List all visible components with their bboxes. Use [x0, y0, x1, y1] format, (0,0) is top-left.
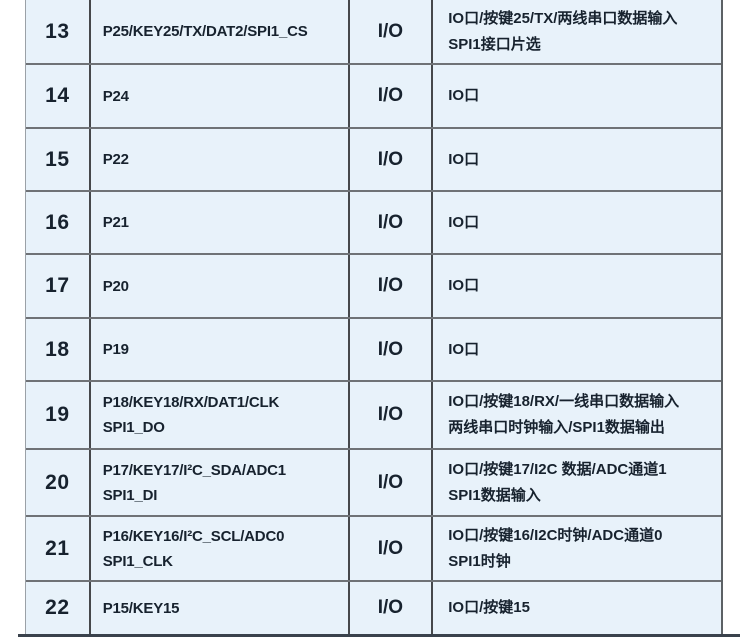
- description-line: IO口/按键16/I2C时钟/ADC通道0: [448, 526, 663, 544]
- pin-name-line: P16/KEY16/I²C_SCL/ADC0: [102, 527, 285, 545]
- io-type-cell: I/O: [347, 65, 432, 127]
- pin-number-cell: 22: [45, 596, 70, 619]
- pin-name-line: P25/KEY25/TX/DAT2/SPI1_CS: [102, 23, 308, 40]
- description-line: IO口: [448, 277, 480, 294]
- section-divider-bar: [18, 634, 740, 637]
- pin-name-cell: P16/KEY16/I²C_SCL/ADC0 SPI1_CLK: [88, 517, 348, 580]
- table-row: 13 P25/KEY25/TX/DAT2/SPI1_CS I/O IO口/按键25/T…: [26, 0, 721, 63]
- description-line: IO口/按键15: [448, 599, 530, 616]
- table-row: 17 P20 I/O IO口: [26, 253, 721, 317]
- pin-name-line: P18/KEY18/RX/DAT1/CLK: [102, 394, 280, 411]
- pin-number-cell: 18: [45, 337, 70, 361]
- pin-name-line: P21: [102, 214, 129, 231]
- description-cell: IO口: [431, 65, 721, 127]
- description-cell: IO口/按键15: [431, 582, 721, 634]
- description-cell: IO口/按键18/RX/一线串口数据输入 两线串口时钟输入/SPI1数据输出: [431, 382, 721, 448]
- io-type-cell: I/O: [347, 0, 432, 63]
- table-row: 14 P24 I/O IO口: [26, 63, 721, 127]
- pin-name-cell: P20: [88, 255, 348, 317]
- io-type-cell: I/O: [347, 582, 432, 634]
- pin-name-line: P15/KEY15: [102, 599, 180, 617]
- pin-name-cell: P17/KEY17/I²C_SDA/ADC1 SPI1_DI: [88, 450, 348, 515]
- pin-number-cell: 20: [45, 470, 70, 494]
- description-line: SPI1时钟: [448, 552, 511, 570]
- pin-number-cell: 21: [45, 536, 70, 560]
- table-row: 21 P16/KEY16/I²C_SCL/ADC0 SPI1_CLK I/O IO口/按…: [26, 515, 721, 580]
- pin-number-cell: 19: [45, 403, 70, 426]
- pin-name-line: SPI1_DI: [102, 486, 158, 504]
- description-line: IO口: [448, 87, 480, 104]
- pin-name-cell: P15/KEY15: [88, 582, 348, 634]
- pin-name-line: SPI1_DO: [102, 419, 165, 436]
- pin-name-line: P22: [102, 151, 129, 168]
- pin-number-cell: 15: [45, 147, 70, 171]
- table-row: 16 P21 I/O IO口: [26, 190, 721, 253]
- description-cell: IO口: [431, 255, 721, 317]
- io-type-cell: I/O: [347, 255, 432, 317]
- io-type-cell: I/O: [347, 382, 432, 448]
- description-line: 两线串口时钟输入/SPI1数据输出: [448, 419, 665, 436]
- pin-number-cell: 16: [45, 210, 70, 234]
- pin-name-line: P24: [102, 87, 129, 105]
- pin-number-cell: 13: [45, 19, 70, 43]
- pin-name-line: P20: [102, 277, 129, 295]
- description-cell: IO口/按键16/I2C时钟/ADC通道0 SPI1时钟: [431, 517, 721, 580]
- description-line: SPI1数据输入: [448, 486, 541, 504]
- pin-number-cell: 14: [45, 84, 70, 107]
- pin-description-table: 13 P25/KEY25/TX/DAT2/SPI1_CS I/O IO口/按键25/T…: [25, 0, 723, 634]
- table-row: 18 P19 I/O IO口: [26, 317, 721, 380]
- table-row: 15 P22 I/O IO口: [26, 127, 721, 190]
- description-cell: IO口: [431, 192, 721, 253]
- description-line: IO口: [448, 150, 480, 168]
- description-cell: IO口: [431, 319, 721, 380]
- io-type-cell: I/O: [347, 129, 432, 190]
- table-row: 20 P17/KEY17/I²C_SDA/ADC1 SPI1_DI I/O IO口/按键…: [26, 448, 721, 515]
- io-type-cell: I/O: [347, 319, 432, 380]
- description-line: IO口/按键25/TX/两线串口数据输入: [448, 9, 678, 27]
- description-cell: IO口: [431, 129, 721, 190]
- description-line: IO口: [448, 340, 480, 358]
- pin-name-cell: P19: [88, 319, 348, 380]
- pin-name-cell: P24: [88, 65, 348, 127]
- pin-name-line: P17/KEY17/I²C_SDA/ADC1: [102, 461, 286, 479]
- pin-name-cell: P22: [88, 129, 348, 190]
- pin-name-cell: P21: [88, 192, 348, 253]
- description-cell: IO口/按键25/TX/两线串口数据输入 SPI1接口片选: [431, 0, 721, 63]
- description-cell: IO口/按键17/I2C 数据/ADC通道1 SPI1数据输入: [431, 450, 721, 515]
- pin-number-cell: 17: [45, 274, 70, 297]
- description-line: IO口/按键18/RX/一线串口数据输入: [448, 393, 680, 410]
- io-type-cell: I/O: [347, 192, 432, 253]
- pin-name-cell: P18/KEY18/RX/DAT1/CLK SPI1_DO: [88, 382, 348, 448]
- table-row: 22 P15/KEY15 I/O IO口/按键15: [26, 580, 721, 634]
- pin-name-line: SPI1_CLK: [102, 552, 173, 570]
- pin-name-line: P19: [102, 341, 129, 358]
- table-row: 19 P18/KEY18/RX/DAT1/CLK SPI1_DO I/O IO口/按键1…: [26, 380, 721, 448]
- pin-name-cell: P25/KEY25/TX/DAT2/SPI1_CS: [88, 0, 348, 63]
- description-line: SPI1接口片选: [448, 35, 541, 53]
- io-type-cell: I/O: [347, 517, 432, 580]
- description-line: IO口/按键17/I2C 数据/ADC通道1: [448, 460, 667, 478]
- description-line: IO口: [448, 213, 480, 231]
- io-type-cell: I/O: [347, 450, 432, 515]
